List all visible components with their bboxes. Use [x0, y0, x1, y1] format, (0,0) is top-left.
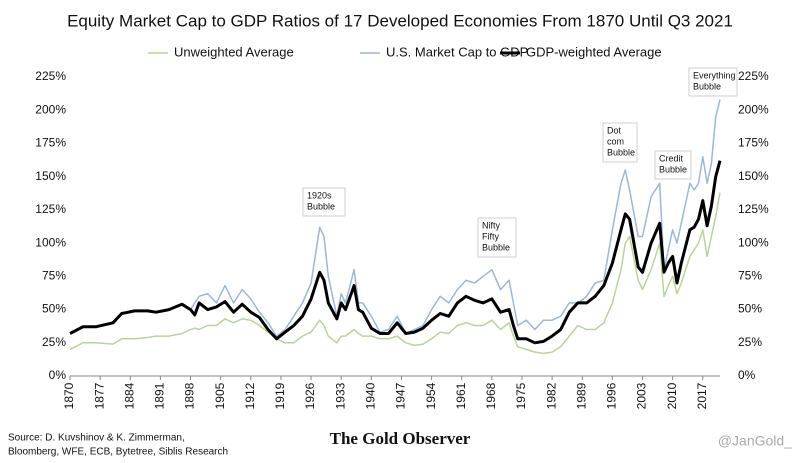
- annotation: Bubble: [482, 242, 510, 252]
- series-line: [69, 192, 721, 355]
- y-tick-label-right: 200%: [738, 102, 769, 116]
- x-tick-label: 1996: [605, 382, 619, 409]
- x-tick-label: 2003: [635, 382, 649, 409]
- y-tick-label: 100%: [35, 235, 66, 249]
- annotation: Fifty: [482, 231, 499, 241]
- annotation-box: [654, 150, 692, 180]
- x-tick-label: 1919: [273, 382, 287, 409]
- chart-title: Equity Market Cap to GDP Ratios of 17 De…: [67, 11, 733, 30]
- y-tick-label-right: 125%: [738, 202, 769, 216]
- y-tick-label-right: 0%: [738, 368, 756, 382]
- x-tick-label: 1975: [514, 382, 528, 409]
- annotation-box: [688, 67, 738, 97]
- annotation: Bubble: [693, 81, 721, 91]
- annotation: Bubble: [659, 164, 687, 174]
- annotation: 1920s: [307, 190, 332, 200]
- y-tick-label: 200%: [35, 102, 66, 116]
- y-tick-label-right: 75%: [738, 269, 762, 283]
- x-tick-label: 1940: [363, 382, 377, 409]
- x-tick-label: 2010: [665, 382, 679, 409]
- y-tick-label: 75%: [42, 269, 66, 283]
- annotation-box: [477, 217, 517, 258]
- annotation-box: [302, 187, 346, 217]
- x-tick-label: 1926: [303, 382, 317, 409]
- y-tick-label: 225%: [35, 69, 66, 83]
- x-tick-label: 1912: [243, 382, 257, 409]
- x-tick-label: 1933: [333, 382, 347, 409]
- annotation: Nifty: [482, 220, 501, 230]
- annotation: Credit: [659, 153, 684, 163]
- x-tick-label: 1884: [122, 382, 136, 409]
- y-tick-label: 175%: [35, 136, 66, 150]
- annotation-box: [602, 122, 638, 163]
- source: Source: D. Kuvshinov & K. Zimmerman,: [8, 433, 185, 444]
- y-tick-label-right: 50%: [738, 302, 762, 316]
- y-tick-label: 0%: [49, 368, 67, 382]
- x-tick-label: 1961: [454, 382, 468, 409]
- y-tick-label: 25%: [42, 335, 66, 349]
- annotation: com: [607, 136, 624, 146]
- annotation: Bubble: [307, 201, 335, 211]
- y-tick-label: 50%: [42, 302, 66, 316]
- x-tick-label: 1905: [213, 382, 227, 409]
- legend-label: Unweighted Average: [174, 44, 294, 59]
- x-tick-label: 1989: [574, 382, 588, 409]
- y-tick-label: 125%: [35, 202, 66, 216]
- x-tick-label: 1877: [92, 382, 106, 409]
- source: Bloomberg, WFE, ECB, Bytetree, Siblis Re…: [8, 447, 228, 458]
- handle: @JanGold_: [718, 433, 792, 449]
- y-tick-label-right: 175%: [738, 136, 769, 150]
- legend-label: U.S. Market Cap to GDP: [386, 44, 528, 59]
- x-tick-label: 1982: [544, 382, 558, 409]
- series-line: [69, 160, 722, 345]
- annotation: Everything: [693, 70, 736, 80]
- x-tick-label: 1891: [153, 382, 167, 409]
- y-tick-label-right: 100%: [738, 235, 769, 249]
- x-tick-label: 1898: [183, 382, 197, 409]
- y-tick-label: 150%: [35, 169, 66, 183]
- y-tick-label-right: 225%: [738, 69, 769, 83]
- series-line: [69, 99, 721, 337]
- x-tick-label: 1968: [484, 382, 498, 409]
- brand: The Gold Observer: [330, 429, 471, 448]
- x-tick-label: 1870: [62, 382, 76, 409]
- x-tick-label: 1954: [424, 382, 438, 409]
- annotation: Bubble: [607, 147, 635, 157]
- y-tick-label-right: 25%: [738, 335, 762, 349]
- annotation: Dot: [607, 125, 622, 135]
- y-tick-label-right: 150%: [738, 169, 769, 183]
- x-tick-label: 1947: [394, 382, 408, 409]
- legend-label: GDP-weighted Average: [526, 44, 662, 59]
- x-tick-label: 2017: [695, 382, 709, 409]
